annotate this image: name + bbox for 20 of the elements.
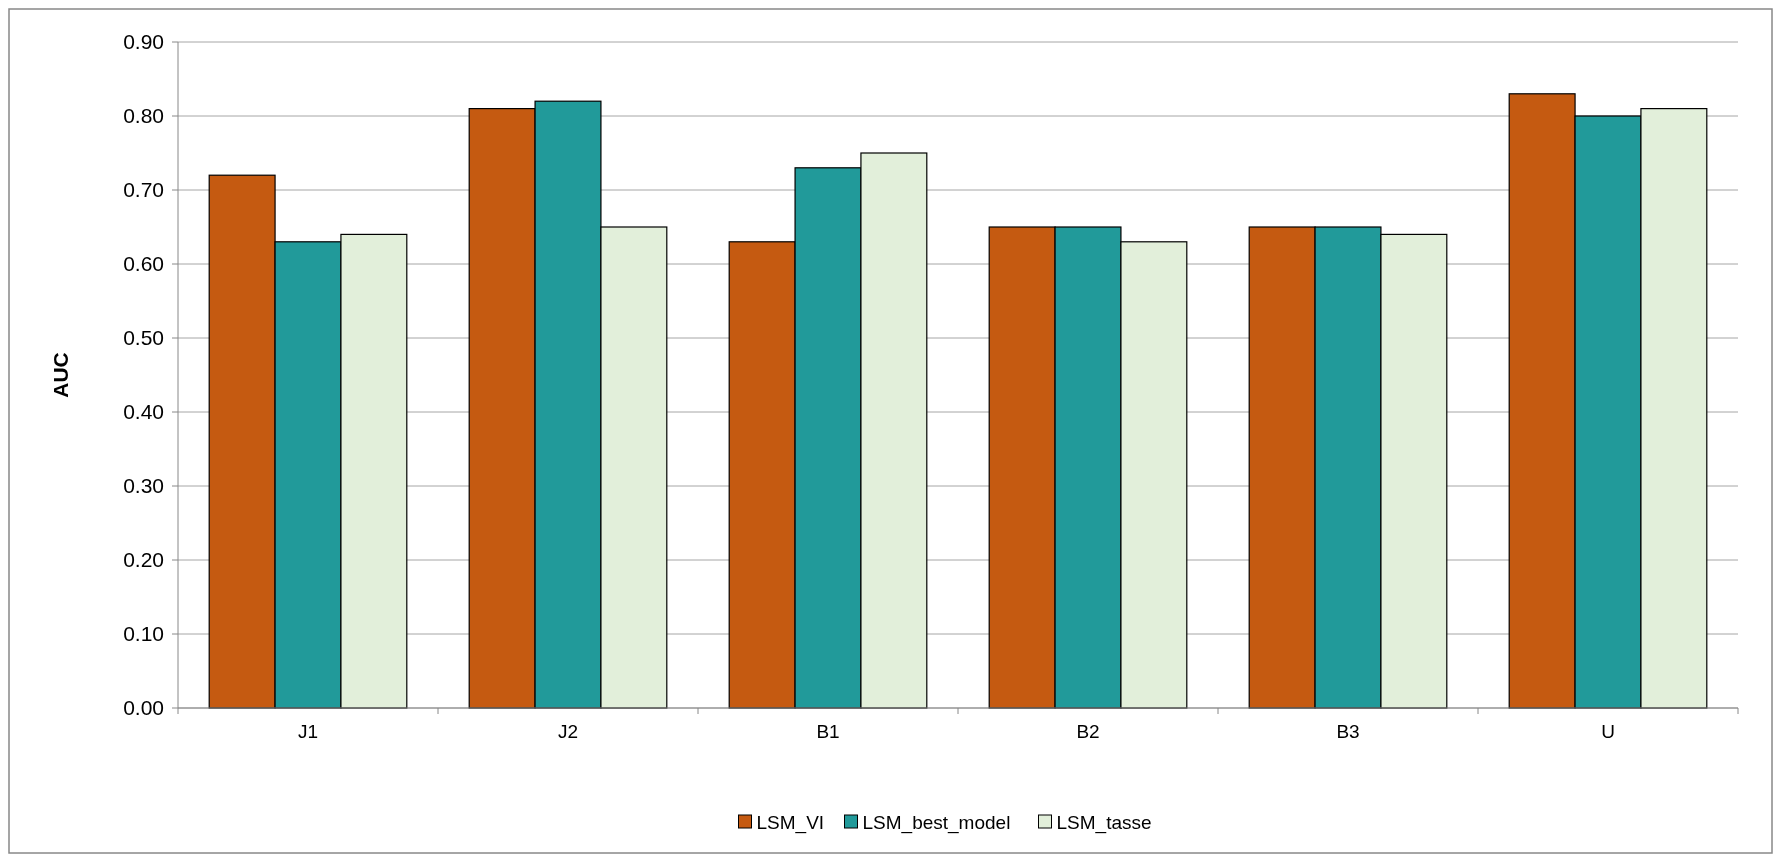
y-axis-title: AUC [49,352,72,398]
y-tick-label: 0.90 [123,30,164,54]
y-tick-label: 0.00 [123,696,164,720]
y-tick-label: 0.20 [123,548,164,572]
x-tick-label: J1 [297,721,319,742]
y-tick-label: 0.10 [123,622,164,646]
x-tick-label: U [1601,721,1615,742]
y-tick-label: 0.30 [123,474,164,498]
y-tick-label: 0.70 [123,178,164,202]
x-tick-label: B2 [1076,721,1100,742]
x-tick-label: J2 [557,721,579,742]
legend-label: LSM_tasse [1056,811,1152,834]
y-tick-label: 0.40 [123,400,164,424]
legend-label: LSM_best_model [862,811,1011,834]
y-tick-label: 0.80 [123,104,164,128]
x-tick-label: B1 [816,721,840,742]
y-tick-label: 0.60 [123,252,164,276]
x-tick-label: B3 [1336,721,1360,742]
y-tick-label: 0.50 [123,326,164,350]
legend-label: LSM_VI [756,811,825,834]
